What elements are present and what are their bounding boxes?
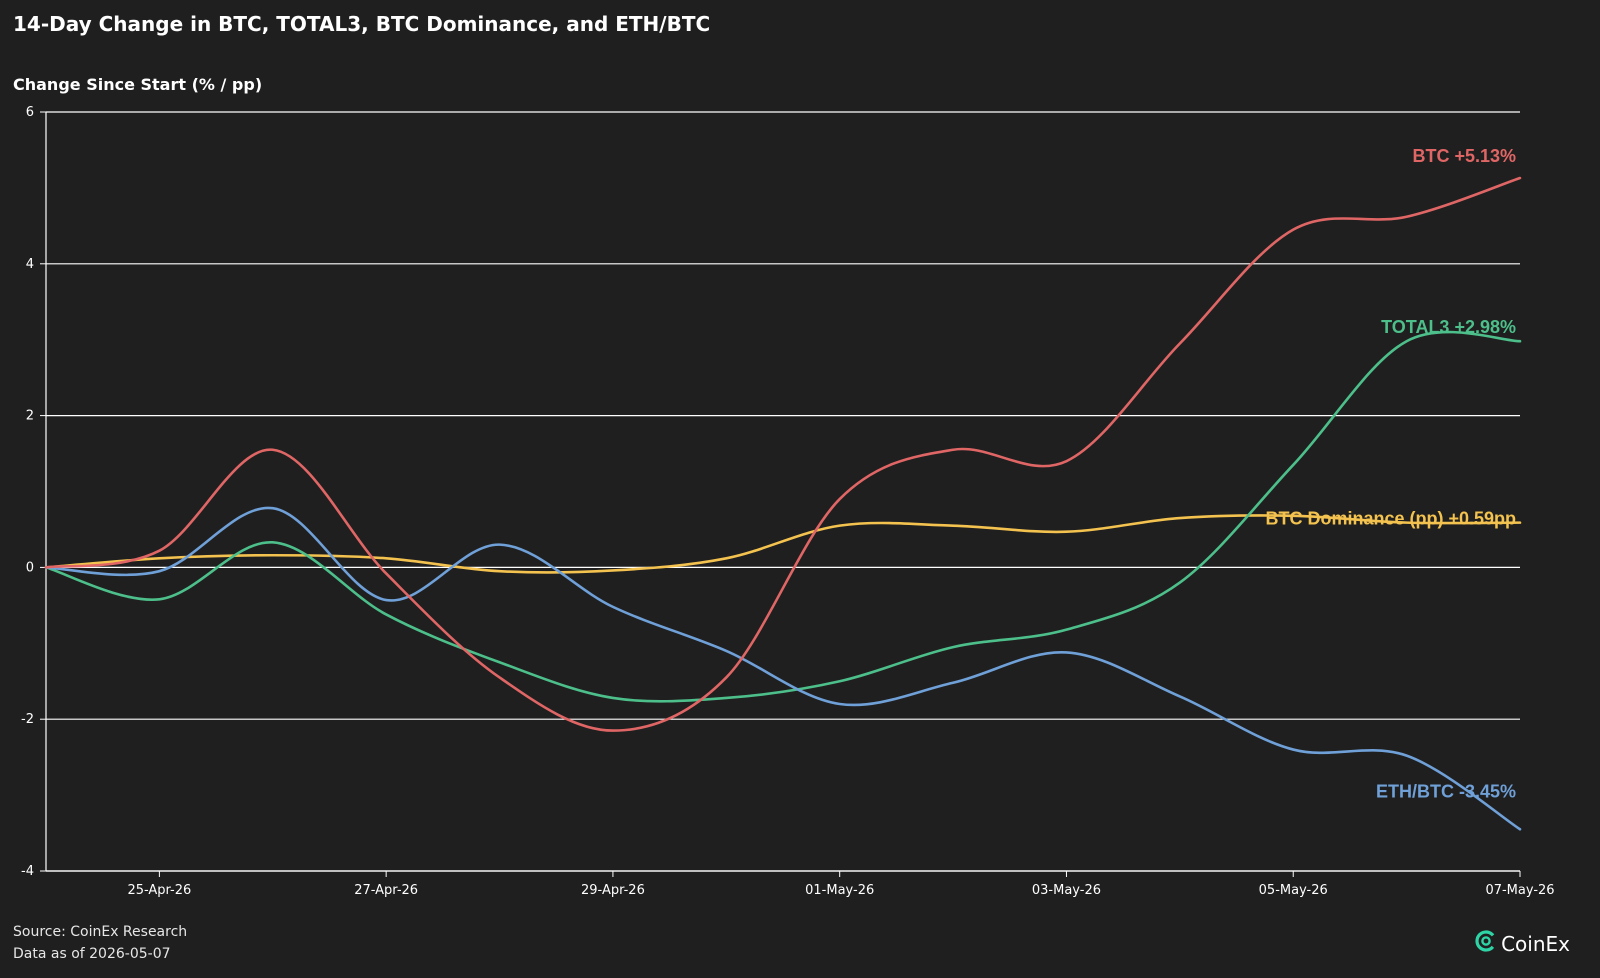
y-tick-label: 6 <box>26 105 34 120</box>
x-tick-label: 07-May-26 <box>1485 883 1554 898</box>
end-label-eth-btc: ETH/BTC -3.45% <box>1376 781 1516 801</box>
x-tick-label: 25-Apr-26 <box>127 883 191 898</box>
y-tick-label: -4 <box>21 864 34 879</box>
x-tick-label: 01-May-26 <box>805 883 874 898</box>
end-label-total3: TOTAL3 +2.98% <box>1381 317 1516 337</box>
data-as-of-note: Data as of 2026-05-07 <box>13 946 171 962</box>
y-tick-label: 0 <box>26 560 34 575</box>
series-line-eth-btc <box>44 506 1522 831</box>
axes: -4 -2 0 2 4 6 25-Apr-26 27-Apr-26 29-Apr-26 01-Ma… <box>21 105 1555 898</box>
series-line-btc-dominance-pp <box>44 514 1522 574</box>
y-tick-label: 2 <box>26 409 34 424</box>
chart-title: 14-Day Change in BTC, TOTAL3, BTC Domina… <box>13 12 711 36</box>
series-lines <box>44 176 1522 831</box>
x-tick-label: 27-Apr-26 <box>354 883 418 898</box>
y-tick-label: 4 <box>26 257 34 272</box>
x-tick-label: 03-May-26 <box>1032 883 1101 898</box>
series-line-btc <box>44 176 1522 732</box>
x-tick-label: 29-Apr-26 <box>581 883 645 898</box>
end-label-btc-dominance-pp: BTC Dominance (pp) +0.59pp <box>1265 509 1516 529</box>
x-tick-label: 05-May-26 <box>1259 883 1328 898</box>
end-labels: BTC +5.13% TOTAL3 +2.98% BTC Dominance (pp… <box>1265 146 1516 801</box>
brand-name: CoinEx <box>1501 931 1570 956</box>
source-note: Source: CoinEx Research <box>13 924 188 940</box>
end-label-btc: BTC +5.13% <box>1412 146 1516 166</box>
y-tick-label: -2 <box>21 712 34 727</box>
coinex-logo-icon <box>1474 929 1498 958</box>
y-axis-label: Change Since Start (% / pp) <box>13 75 263 94</box>
brand-logo: CoinEx <box>1474 929 1570 958</box>
